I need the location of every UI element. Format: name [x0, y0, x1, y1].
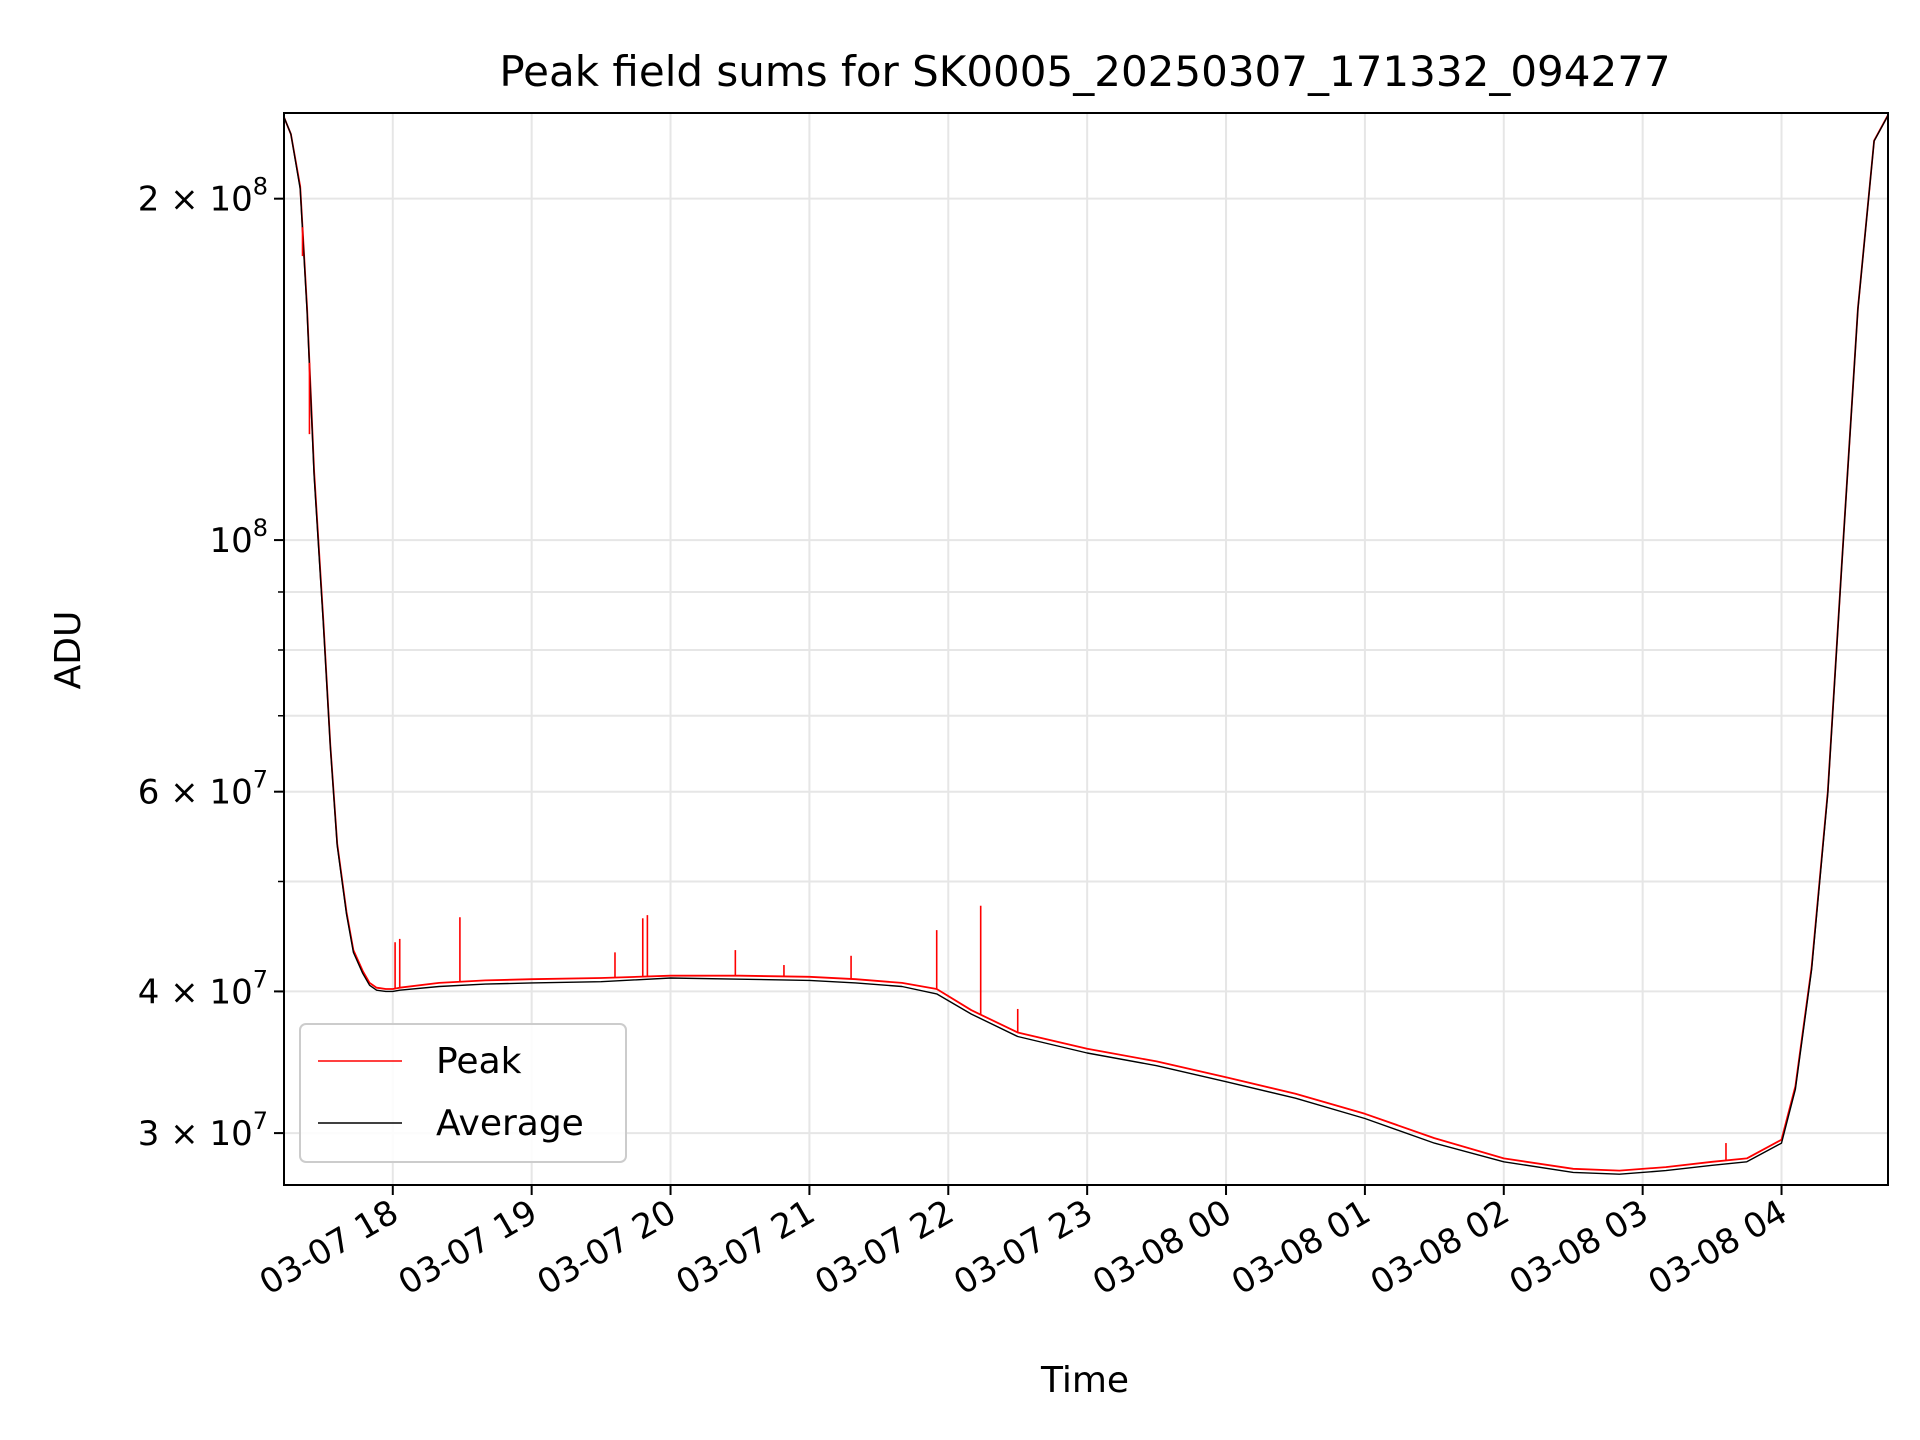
legend-label-average: Average	[436, 1103, 584, 1144]
y-tick-label: 3 × 107	[138, 1107, 268, 1154]
chart-title: Peak field sums for SK0005_20250307_1713…	[499, 47, 1670, 96]
plot-lines	[283, 114, 1889, 1175]
y-tick-label: 4 × 107	[138, 965, 268, 1012]
x-axis-label: Time	[1040, 1360, 1129, 1401]
legend-box	[299, 1023, 627, 1163]
y-tick-label: 108	[209, 514, 268, 561]
legend-label-peak: Peak	[436, 1041, 522, 1082]
y-axis-label: ADU	[48, 611, 89, 690]
y-axis-ticks: 2 × 108 108 6 × 107 4 × 107 3 × 107	[138, 173, 284, 1154]
plot-frame	[283, 112, 1889, 1186]
grid	[284, 113, 1888, 1185]
legend: Peak Average	[299, 1023, 627, 1163]
y-tick-label: 2 × 108	[138, 173, 268, 220]
series-line-average	[283, 115, 1889, 1175]
y-tick-label: 6 × 107	[138, 766, 268, 813]
